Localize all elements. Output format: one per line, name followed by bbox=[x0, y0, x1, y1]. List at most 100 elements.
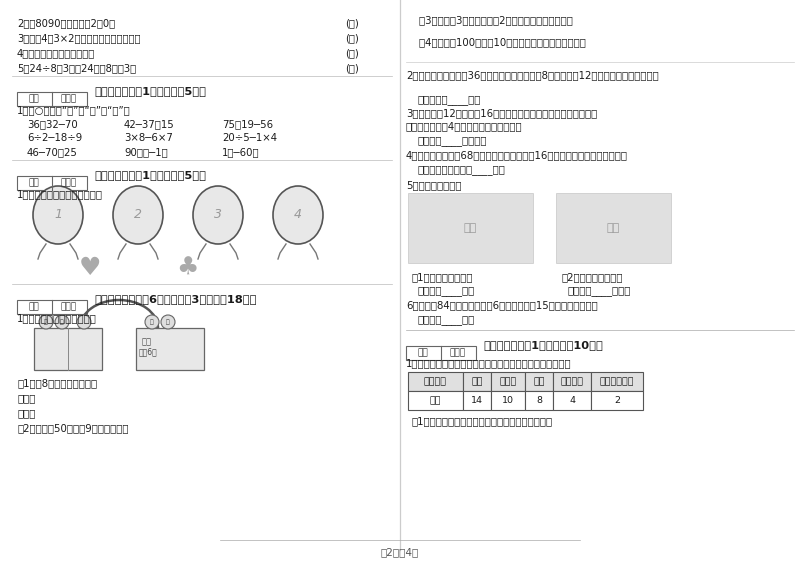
Text: （1）炘8张门票用多少元？: （1）炘8张门票用多少元？ bbox=[17, 378, 97, 388]
Bar bbox=[136, 328, 204, 370]
Text: 5．看图列式计算．: 5．看图列式计算． bbox=[406, 180, 462, 190]
Text: 评卷人: 评卷人 bbox=[61, 302, 77, 311]
Text: 3: 3 bbox=[214, 208, 222, 221]
Text: 乘法：: 乘法： bbox=[17, 393, 35, 403]
Text: 活动项目: 活动项目 bbox=[424, 377, 447, 386]
Text: (　): ( ) bbox=[345, 63, 358, 73]
Text: 3×8─6×7: 3×8─6×7 bbox=[124, 133, 173, 143]
Bar bbox=[34, 328, 102, 370]
Text: 1．连一连镜子里看到的图像．: 1．连一连镜子里看到的图像． bbox=[17, 189, 103, 199]
Text: （1）一共有多少人？: （1）一共有多少人？ bbox=[411, 272, 473, 282]
Text: 答：一共____人．: 答：一共____人． bbox=[418, 286, 475, 296]
Text: 十、综合题（共1大题，共计10分）: 十、综合题（共1大题，共计10分） bbox=[483, 340, 603, 350]
Bar bbox=[17, 92, 87, 106]
Text: 得分: 得分 bbox=[29, 302, 39, 311]
Text: 看电视: 看电视 bbox=[499, 377, 517, 386]
Text: 评卷人: 评卷人 bbox=[450, 349, 466, 358]
Text: 3．妈妈买来12只苹果和16只梨，如果要把它们全部装在袋子里，: 3．妈妈买来12只苹果和16只梨，如果要把它们全部装在袋子里， bbox=[406, 108, 598, 118]
Text: 旅游: 旅游 bbox=[534, 377, 545, 386]
Bar bbox=[408, 372, 463, 391]
Text: （3）小红买3张门票，还刄2元錢，小红带了多少錢？: （3）小红买3张门票，还刄2元錢，小红带了多少錢？ bbox=[406, 15, 573, 25]
Bar bbox=[17, 300, 87, 314]
Bar bbox=[553, 372, 591, 391]
Text: 4．二年级有男学生68人，女学生比男学生兠16人，二年级共有学生多少人？: 4．二年级有男学生68人，女学生比男学生兠16人，二年级共有学生多少人？ bbox=[406, 150, 628, 160]
Text: （2）一共有几只兔？: （2）一共有几只兔？ bbox=[561, 272, 622, 282]
Text: 答：车上有____位．: 答：车上有____位． bbox=[418, 95, 482, 105]
Text: ♣: ♣ bbox=[176, 256, 198, 280]
Text: 5．24÷8＝3还作24除以8等于3．: 5．24÷8＝3还作24除以8等于3． bbox=[17, 63, 136, 73]
Text: 七、连一连（共1大题，共计5分）: 七、连一连（共1大题，共计5分） bbox=[94, 170, 206, 180]
Text: 兔子: 兔子 bbox=[606, 223, 620, 233]
Text: 90厘米─1米: 90厘米─1米 bbox=[124, 147, 168, 157]
Text: （4）小红拿100元，瀉10张门票，还可以剩下多少錢？: （4）小红拿100元，瀉10张门票，还可以剩下多少錢？ bbox=[406, 37, 586, 47]
Text: 人群: 人群 bbox=[463, 223, 477, 233]
Text: 得分: 得分 bbox=[29, 179, 39, 188]
Text: 3．计算4＋3×2时，先算加法再算乘法．: 3．计算4＋3×2时，先算加法再算乘法． bbox=[17, 33, 141, 43]
Bar bbox=[591, 372, 643, 391]
Text: 42─37＋15: 42─37＋15 bbox=[124, 119, 174, 129]
Text: 14: 14 bbox=[471, 396, 483, 405]
Text: 6．老师有84袋乒乓球，每袋6个，借给同学15个，还剩多少个？: 6．老师有84袋乒乓球，每袋6个，借给同学15个，还剩多少个？ bbox=[406, 300, 598, 310]
Text: 人数: 人数 bbox=[430, 396, 442, 405]
Text: 八、解决问题（共6小题，每颙3分，共计18分）: 八、解决问题（共6小题，每颙3分，共计18分） bbox=[94, 294, 257, 304]
Text: 每只袋子只能装4只水果，需要几只袋子？: 每只袋子只能装4只水果，需要几只袋子？ bbox=[406, 121, 522, 131]
Text: 1时─60分: 1时─60分 bbox=[222, 147, 260, 157]
Text: 75－19─56: 75－19─56 bbox=[222, 119, 273, 129]
Text: 体育运动: 体育运动 bbox=[561, 377, 583, 386]
Text: 1．在○里填上“＞”、“＜”或“＝”．: 1．在○里填上“＞”、“＜”或“＝”． bbox=[17, 105, 130, 115]
Text: 每张6元: 每张6元 bbox=[139, 347, 158, 356]
Circle shape bbox=[55, 315, 69, 329]
Bar bbox=[406, 346, 476, 360]
Bar bbox=[491, 391, 525, 410]
Text: 2．读8090时，要读出2个0．: 2．读8090时，要读出2个0． bbox=[17, 18, 115, 28]
Text: 来: 来 bbox=[44, 319, 48, 325]
Ellipse shape bbox=[33, 186, 83, 244]
Bar bbox=[591, 391, 643, 410]
Text: 答：二年级共有学生____人．: 答：二年级共有学生____人． bbox=[418, 165, 506, 175]
Text: 答：需装____只袋子．: 答：需装____只袋子． bbox=[418, 136, 487, 146]
Text: 4: 4 bbox=[294, 208, 302, 221]
Circle shape bbox=[145, 315, 159, 329]
Text: 评卷人: 评卷人 bbox=[61, 94, 77, 103]
Bar bbox=[463, 372, 491, 391]
Bar bbox=[408, 193, 533, 263]
Text: 1: 1 bbox=[54, 208, 62, 221]
Bar bbox=[525, 372, 553, 391]
Circle shape bbox=[77, 315, 91, 329]
Bar bbox=[491, 372, 525, 391]
Text: 得分: 得分 bbox=[418, 349, 428, 358]
Text: 答：一共____只兔．: 答：一共____只兔． bbox=[568, 286, 631, 296]
Bar bbox=[525, 391, 553, 410]
Text: (　): ( ) bbox=[345, 48, 358, 58]
Bar bbox=[463, 391, 491, 410]
Circle shape bbox=[39, 315, 53, 329]
Text: 2: 2 bbox=[614, 396, 620, 405]
Text: 答：还剩____个．: 答：还剩____个． bbox=[418, 315, 475, 325]
Bar bbox=[556, 193, 671, 263]
Text: 8: 8 bbox=[536, 396, 542, 405]
Text: 六、比一比（共1大题，共计5分）: 六、比一比（共1大题，共计5分） bbox=[94, 86, 206, 96]
Text: 食: 食 bbox=[150, 319, 154, 325]
Text: 4: 4 bbox=[569, 396, 575, 405]
Text: 园: 园 bbox=[60, 319, 64, 325]
Text: 评卷人: 评卷人 bbox=[61, 179, 77, 188]
Text: 4．四位数一定比三位数大．: 4．四位数一定比三位数大． bbox=[17, 48, 95, 58]
Ellipse shape bbox=[273, 186, 323, 244]
Bar bbox=[553, 391, 591, 410]
Ellipse shape bbox=[113, 186, 163, 244]
Text: 1．下面是老师调查本班同学最喜欢的业余活动情况统计表．: 1．下面是老师调查本班同学最喜欢的业余活动情况统计表． bbox=[406, 358, 572, 368]
Text: 住: 住 bbox=[166, 319, 170, 325]
Text: （1）最喜欢（　）的人多，最喜欢（　）的人少．: （1）最喜欢（ ）的人多，最喜欢（ ）的人少． bbox=[411, 416, 552, 426]
Text: 得分: 得分 bbox=[29, 94, 39, 103]
Text: ♥: ♥ bbox=[79, 256, 101, 280]
Text: 门票: 门票 bbox=[142, 337, 152, 346]
Circle shape bbox=[161, 315, 175, 329]
Text: （2）小莉拿50元，炘9张门票够吗？: （2）小莉拿50元，炘9张门票够吗？ bbox=[17, 423, 129, 433]
Text: 10: 10 bbox=[502, 396, 514, 405]
Text: 第2页兲4页: 第2页兲4页 bbox=[381, 547, 419, 557]
Text: 2: 2 bbox=[134, 208, 142, 221]
Text: 20÷5─1×4: 20÷5─1×4 bbox=[222, 133, 277, 143]
Text: 36＋32─70: 36＋32─70 bbox=[27, 119, 78, 129]
Ellipse shape bbox=[193, 186, 243, 244]
Bar bbox=[17, 176, 87, 190]
